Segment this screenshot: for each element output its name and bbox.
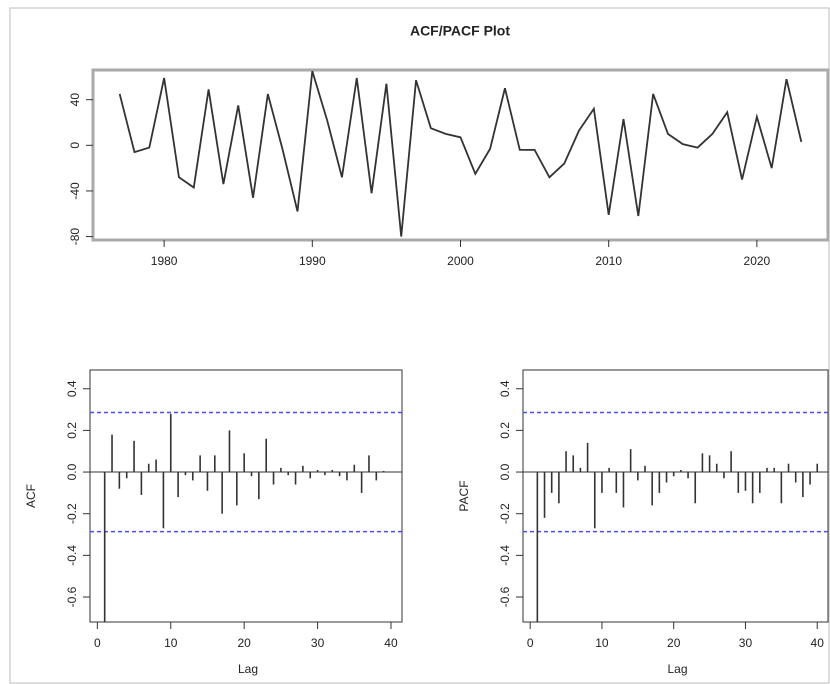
y-axis-label: PACF [457,480,471,511]
plot-box [522,369,829,623]
x-tick-label: 30 [311,636,325,650]
x-tick-label: 40 [384,636,398,650]
x-tick-label: 20 [667,636,681,650]
y-tick-label: -40 [68,182,82,200]
y-tick-label: -0.2 [65,503,79,524]
y-tick-label: 0.4 [498,380,512,397]
x-axis-label: Lag [238,662,258,676]
y-tick-label: 0.0 [65,463,79,480]
y-tick-label: 0.4 [65,380,79,397]
y-tick-label: 0 [68,142,82,149]
x-tick-label: 2000 [447,254,474,268]
y-axis-label: ACF [24,484,38,508]
y-tick-label: 40 [68,93,82,107]
y-tick-label: -0.6 [65,586,79,607]
x-tick-label: 10 [164,636,178,650]
x-tick-label: 2010 [595,254,622,268]
y-tick-label: -0.4 [65,545,79,566]
y-tick-label: -80 [68,228,82,246]
x-tick-label: 40 [811,636,825,650]
y-tick-label: -0.4 [498,545,512,566]
x-tick-label: 2020 [744,254,771,268]
x-tick-label: 1990 [299,254,326,268]
y-tick-label: -0.2 [498,503,512,524]
y-tick-label: -0.6 [498,586,512,607]
x-tick-label: 1980 [151,254,178,268]
x-tick-label: 0 [527,636,534,650]
x-tick-label: 0 [94,636,101,650]
y-tick-label: 0.2 [498,422,512,439]
x-tick-label: 30 [739,636,753,650]
y-tick-label: 0.0 [498,463,512,480]
x-tick-label: 10 [595,636,609,650]
x-tick-label: 20 [237,636,251,650]
plot-box [89,369,403,623]
series-line [118,70,803,237]
y-tick-label: 0.2 [65,422,79,439]
plot-box [91,68,830,242]
x-axis-label: Lag [667,662,687,676]
frame [9,7,830,684]
chart-title: ACF/PACF Plot [410,23,510,39]
